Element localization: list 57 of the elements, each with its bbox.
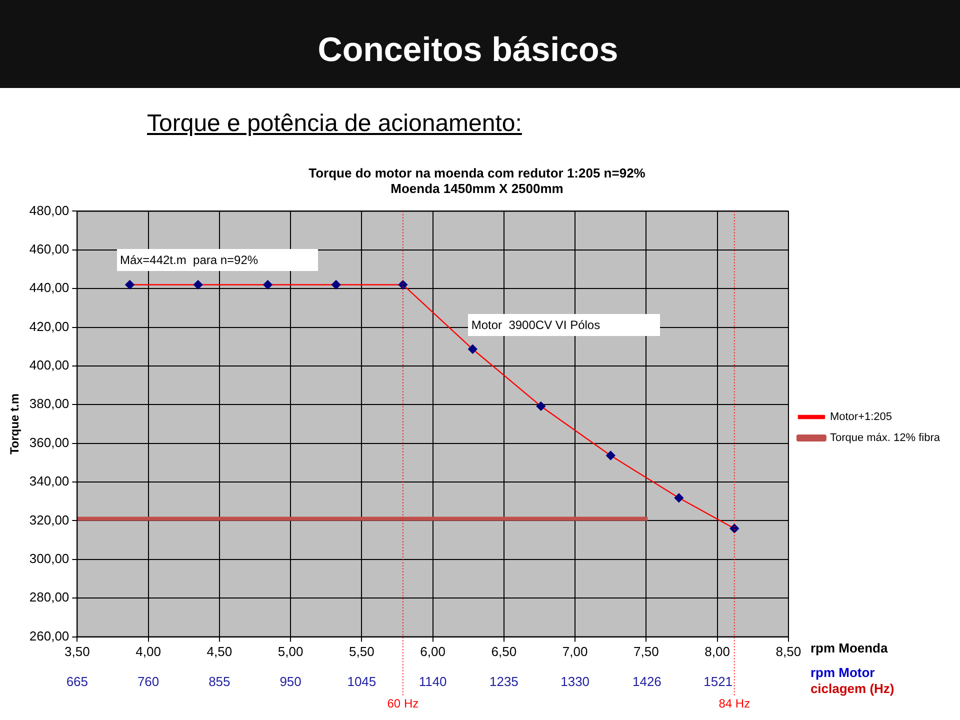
text: ciclagem (Hz): [810, 680, 894, 696]
y-tick-label: 340,00: [29, 474, 70, 489]
legend-label: Torque máx. 12% fibra: [830, 432, 941, 444]
point: [263, 280, 272, 290]
y-tick-label: 380,00: [29, 396, 70, 412]
point: [536, 402, 546, 411]
y-tick-label: 360,00: [29, 434, 70, 450]
x2-tick-label: 760: [137, 674, 160, 689]
x-tick-label: 6,50: [491, 644, 517, 660]
chart-title: Torque do motor na moenda com redutor 1:205 n=92%: [308, 165, 646, 180]
x-tick-label: 3,50: [64, 644, 90, 660]
y-tick-label: 420,00: [29, 318, 70, 334]
x2-tick-label: 1330: [560, 674, 590, 689]
x-axis-title: rpm Moenda: [810, 640, 888, 656]
x-tick-label: 5,00: [278, 644, 304, 660]
y-tick-label: 280,00: [29, 590, 70, 605]
legend-label: Motor+1:205: [830, 411, 892, 424]
y-tick-label: 260,00: [29, 628, 70, 644]
point: [730, 524, 739, 534]
x2-tick-label: 855: [208, 674, 230, 689]
x-tick-label: 8,00: [704, 644, 730, 660]
x-tick-label: 8,50: [776, 644, 802, 660]
text: Torque e potência de acionamento:: [147, 110, 522, 138]
text: Conceitos básicos: [316, 30, 620, 70]
y-tick-label: 480,00: [29, 202, 70, 218]
point: [606, 450, 616, 460]
point: [331, 280, 341, 290]
x-tick-label: 4,50: [206, 644, 232, 660]
x2-tick-label: 1045: [347, 674, 376, 689]
point: [468, 344, 478, 354]
x2-tick-label: 1140: [418, 674, 447, 689]
x-tick-label: 7,00: [562, 644, 588, 660]
y-tick-label: 320,00: [29, 512, 70, 528]
x2-tick-label: 665: [66, 674, 88, 689]
x-tick-label: 4,00: [136, 644, 161, 660]
x2-tick-label: 1426: [632, 674, 662, 689]
y-tick-label: 300,00: [29, 550, 70, 566]
point: [193, 280, 203, 290]
y-tick-label: 440,00: [29, 280, 70, 296]
x2-tick-label: 1521: [704, 674, 733, 689]
point: [398, 280, 408, 290]
ref-line-label: 84 Hz: [718, 696, 750, 710]
x2-tick-label: 950: [280, 674, 302, 689]
y-tick-label: 400,00: [29, 358, 70, 373]
ref-line-label: 60 Hz: [387, 696, 419, 710]
x2-axis-title: rpm Motor: [810, 664, 875, 680]
x-tick-label: 7,50: [634, 644, 659, 660]
note-box: Motor 3900CV VI Pólos: [468, 314, 660, 336]
x-tick-label: 6,00: [420, 644, 446, 660]
y-axis-title: Torque t.m: [8, 393, 22, 455]
point: [674, 493, 684, 502]
point: [125, 280, 134, 290]
x-tick-label: 5,50: [349, 644, 374, 660]
y-tick-label: 460,00: [29, 241, 70, 256]
x2-tick-label: 1235: [489, 674, 518, 689]
note-box: Máx=442t.m para n=92%: [116, 248, 318, 271]
chart-subtitle: Moenda 1450mm X 2500mm: [390, 180, 564, 196]
